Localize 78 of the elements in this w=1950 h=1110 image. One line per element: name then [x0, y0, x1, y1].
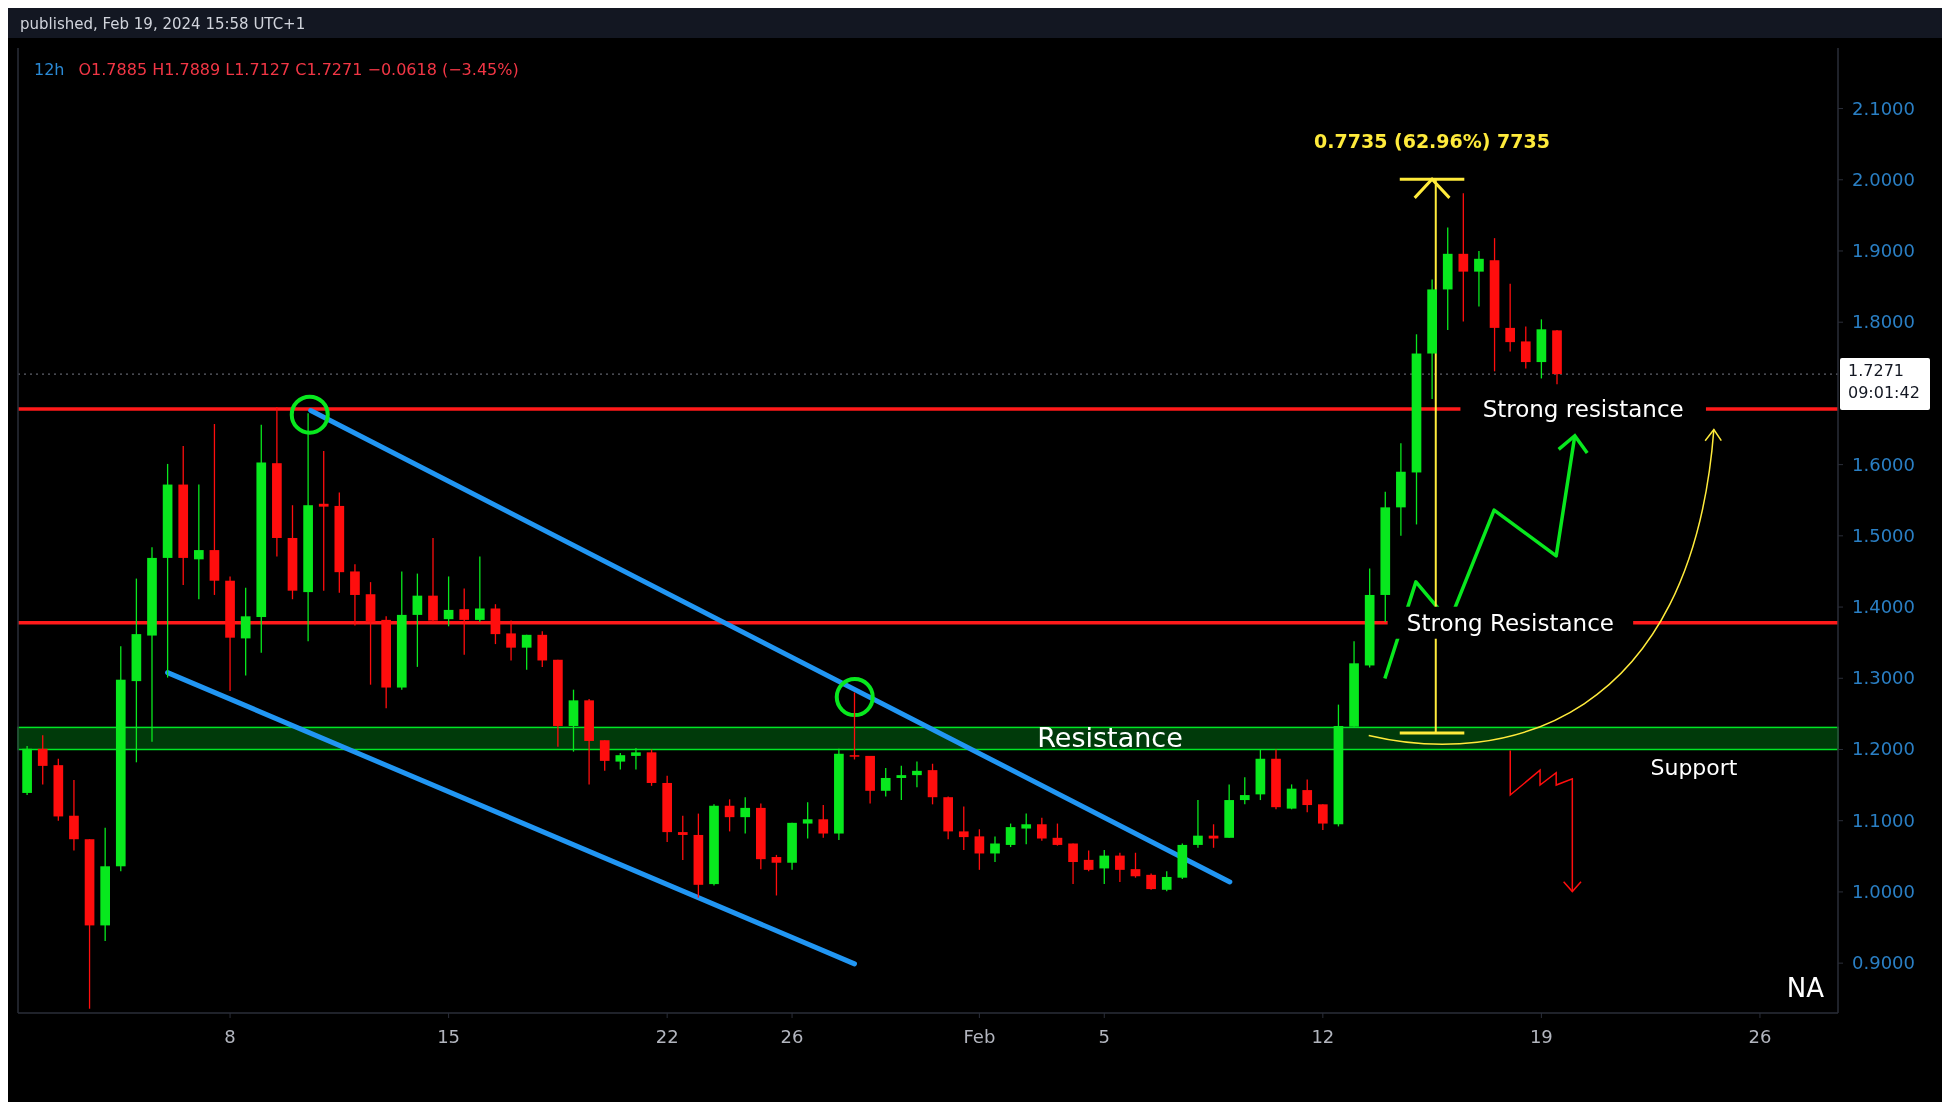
- y-tick-label: 2.1000: [1852, 97, 1915, 119]
- candlestick: [1302, 778, 1313, 813]
- candlestick: [1115, 852, 1125, 883]
- candlestick: [37, 734, 48, 786]
- text: O1.7885 H1.7889 L1.7127 C1.7271 −0.0618 (−3.45%): [78, 60, 519, 79]
- candlestick: [1474, 250, 1484, 308]
- y-tick-label: 1.3000: [1852, 667, 1915, 689]
- candlestick: [459, 587, 470, 656]
- candlestick: [1317, 803, 1328, 831]
- x-tick-label: 5: [1098, 1026, 1110, 1047]
- candlestick: [1286, 783, 1297, 810]
- candlestick: [677, 815, 688, 861]
- candlestick: [1099, 849, 1110, 885]
- x-tick-label: 12: [1311, 1026, 1335, 1047]
- candlestick: [1130, 852, 1141, 879]
- candlestick: [802, 801, 813, 840]
- candlestick: [818, 804, 829, 839]
- candlestick: [1068, 842, 1078, 885]
- candlestick: [1193, 799, 1203, 849]
- candlestick: [912, 760, 922, 788]
- candlestick: [474, 555, 485, 623]
- candlestick: [1458, 192, 1469, 323]
- y-tick-label: 1.0000: [1852, 880, 1915, 902]
- candlestick: [990, 835, 1000, 863]
- annotation: 0.7735 (62.96%) 7735: [1314, 130, 1551, 153]
- candlestick: [1520, 325, 1531, 370]
- y-tick-label: 0.9000: [1852, 952, 1915, 974]
- candlestick: [1021, 812, 1032, 845]
- candlestick: [1505, 283, 1516, 353]
- y-tick-label: 1.9000: [1852, 239, 1915, 261]
- y-tick-label: 1.6000: [1852, 453, 1915, 475]
- x-tick-label: 19: [1529, 1026, 1553, 1047]
- candlestick: [896, 765, 907, 801]
- candlestick: [849, 691, 860, 761]
- candlestick: [1052, 822, 1063, 847]
- candlestick: [350, 563, 360, 627]
- candlestick: [69, 779, 79, 852]
- text: published, Feb 19, 2024 15:58 UTC+1: [20, 15, 306, 33]
- candlestick: [318, 450, 329, 592]
- ref-line-label: 1.7271 09:01:42: [1848, 361, 1920, 403]
- x-tick-label: 26: [780, 1026, 804, 1047]
- annotation: Support: [1650, 755, 1738, 781]
- x-tick-label: 15: [437, 1026, 461, 1047]
- candlestick: [521, 634, 532, 671]
- band-label: Resistance: [1037, 722, 1183, 754]
- candlestick: [958, 805, 969, 851]
- candlestick: [771, 854, 782, 897]
- candlestick: [1161, 870, 1172, 892]
- x-tick-label: 22: [655, 1026, 679, 1047]
- candlestick: [443, 575, 454, 627]
- candlestick: [1005, 822, 1016, 848]
- candlestick: [974, 828, 985, 871]
- candlestick: [506, 619, 516, 662]
- candlestick: [1239, 776, 1250, 805]
- candlestick: [880, 767, 891, 798]
- x-tick-label: 8: [224, 1026, 236, 1047]
- candlestick: [193, 483, 204, 600]
- x-tick-label: Feb: [963, 1026, 996, 1047]
- x-tick-label: 26: [1748, 1026, 1772, 1047]
- annotation: NA: [1786, 973, 1825, 1003]
- candlestick: [412, 572, 423, 668]
- y-tick-label: 1.4000: [1852, 596, 1915, 618]
- y-tick-label: 1.5000: [1852, 524, 1915, 546]
- candlestick: [631, 747, 641, 771]
- ref-line-label: Strong resistance: [1482, 396, 1684, 423]
- candlestick: [1036, 817, 1047, 842]
- candlestick: [599, 739, 610, 772]
- candlestick: [724, 798, 735, 833]
- candlestick: [1083, 849, 1094, 872]
- y-tick-label: 1.2000: [1852, 738, 1915, 760]
- ref-line-label: Strong Resistance: [1406, 609, 1614, 636]
- text: 12h: [34, 60, 65, 79]
- y-tick-label: 1.1000: [1852, 809, 1915, 831]
- y-tick-label: 2.0000: [1852, 168, 1915, 190]
- y-tick-label: 1.8000: [1852, 311, 1915, 333]
- candlestick: [1208, 823, 1219, 849]
- candlestick: [740, 796, 751, 835]
- candlestick: [240, 587, 251, 677]
